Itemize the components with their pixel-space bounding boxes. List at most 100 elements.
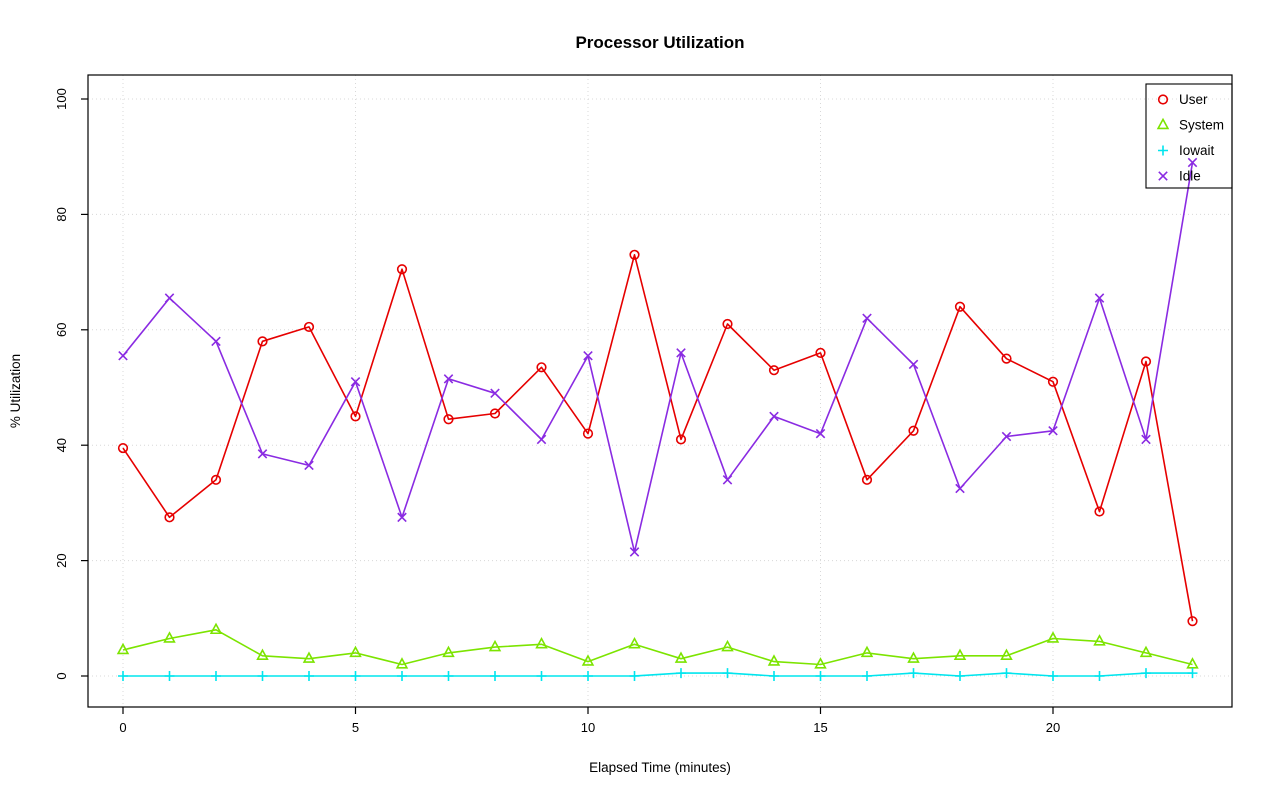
series-idle-marker [769,411,779,422]
series-idle-marker [490,388,500,399]
series-iowait-marker [955,671,965,681]
chart-title: Processor Utilization [575,33,744,52]
legend-label-system: System [1179,118,1224,133]
y-axis-label: % Utilization [8,354,23,428]
series-system-marker [488,639,502,652]
series-iowait-line [123,672,1193,677]
series-idle-marker [1001,431,1012,442]
series-iowait-marker [815,671,826,681]
series-user-line [122,254,1194,622]
series-system-marker [1139,645,1153,658]
series-idle-marker [629,547,640,557]
series-idle-marker [1141,434,1151,445]
series-user-marker [675,434,687,445]
series-iowait-marker [1001,668,1012,679]
series-system-marker [442,645,455,658]
series-user-marker [861,474,873,485]
series-system-marker [163,631,176,643]
series-system-marker [256,648,269,661]
series-system-marker [953,648,967,661]
series-idle-marker [1094,293,1105,303]
series-user-marker [350,411,361,422]
series-system-marker [907,651,920,663]
series-idle-marker [1187,157,1198,168]
series-iowait-marker [1141,668,1151,679]
series-iowait-marker [536,671,547,681]
series-user-marker [396,264,408,275]
series-iowait-marker [490,671,500,681]
x-tick-label: 20 [1046,720,1060,735]
series-user-marker [1187,616,1198,627]
series-system-marker [1046,631,1060,643]
series-user-marker [722,318,733,330]
series-iowait-marker [1048,671,1058,681]
plot-area: 0 5 10 15 20 0 20 40 60 80 100 User System Iowait Idle [54,74,1233,735]
series-user-marker [908,425,919,436]
series-system-marker [767,654,781,666]
series-iowait-marker [350,671,361,681]
series-idle-marker [955,483,965,494]
series-system-marker [581,654,595,666]
series-system-marker [1000,648,1013,661]
series-user-marker [257,336,268,347]
series-user-marker [489,408,501,419]
series-system-marker [674,651,688,663]
y-tick-label: 0 [54,672,69,679]
series-idle-marker [862,313,872,324]
series-iowait-marker [676,668,686,679]
x-axis-label: Elapsed Time (minutes) [589,760,731,775]
series-user-marker [536,362,547,373]
series-user-marker [443,414,454,425]
series-idle-marker [397,512,407,523]
series-iowait-marker [722,668,733,679]
series-system-marker [1093,634,1106,646]
series-idle-marker [815,428,826,439]
series-system-marker [395,657,409,669]
series-idle-marker [118,350,128,361]
series-iowait-marker [118,671,128,681]
series-idle-marker [908,359,919,370]
legend-label-idle: Idle [1179,169,1201,184]
series-system-marker [1186,657,1199,669]
series-user-marker [1001,353,1012,364]
series-user-marker [629,249,640,260]
series-user-marker [164,512,175,523]
series-idle-marker [257,449,268,459]
series-system-marker [349,645,362,658]
legend-symbol-idle [1158,171,1168,181]
series-iowait-marker [164,671,175,681]
series-iowait-marker [583,671,593,681]
series-system-marker [814,657,827,669]
x-tick-label: 10 [581,720,595,735]
series-iowait-marker [1187,668,1198,679]
series-iowait-marker [862,671,872,681]
series-idle-marker [164,293,175,303]
x-tick-label: 15 [813,720,827,735]
series-idle-marker [443,374,454,384]
y-tick-label: 60 [54,323,69,337]
series-idle-marker [536,434,547,445]
series-system-marker [209,622,223,635]
series-idle-marker [722,475,733,485]
series-user-marker [210,474,222,485]
series-system-marker [721,639,734,652]
legend-symbol-iowait [1158,145,1168,156]
series-system-line [122,629,1193,666]
series-system-marker [860,645,874,658]
series-idle-marker [350,376,361,387]
y-tick-label: 40 [54,438,69,452]
series-system-marker [116,642,130,655]
legend-box [1145,83,1233,189]
series-user-marker [1047,376,1059,387]
legend-label-user: User [1179,92,1208,107]
series-user-marker [117,442,129,454]
series-user-marker [1140,356,1152,367]
legend-label-iowait: Iowait [1179,143,1215,158]
series-system-marker [628,636,641,649]
legend-symbol-system [1156,117,1170,130]
x-tick-label: 5 [352,720,359,735]
series-system-marker [302,651,316,663]
legend-symbol-user [1157,94,1169,105]
series-user-marker [954,301,966,312]
